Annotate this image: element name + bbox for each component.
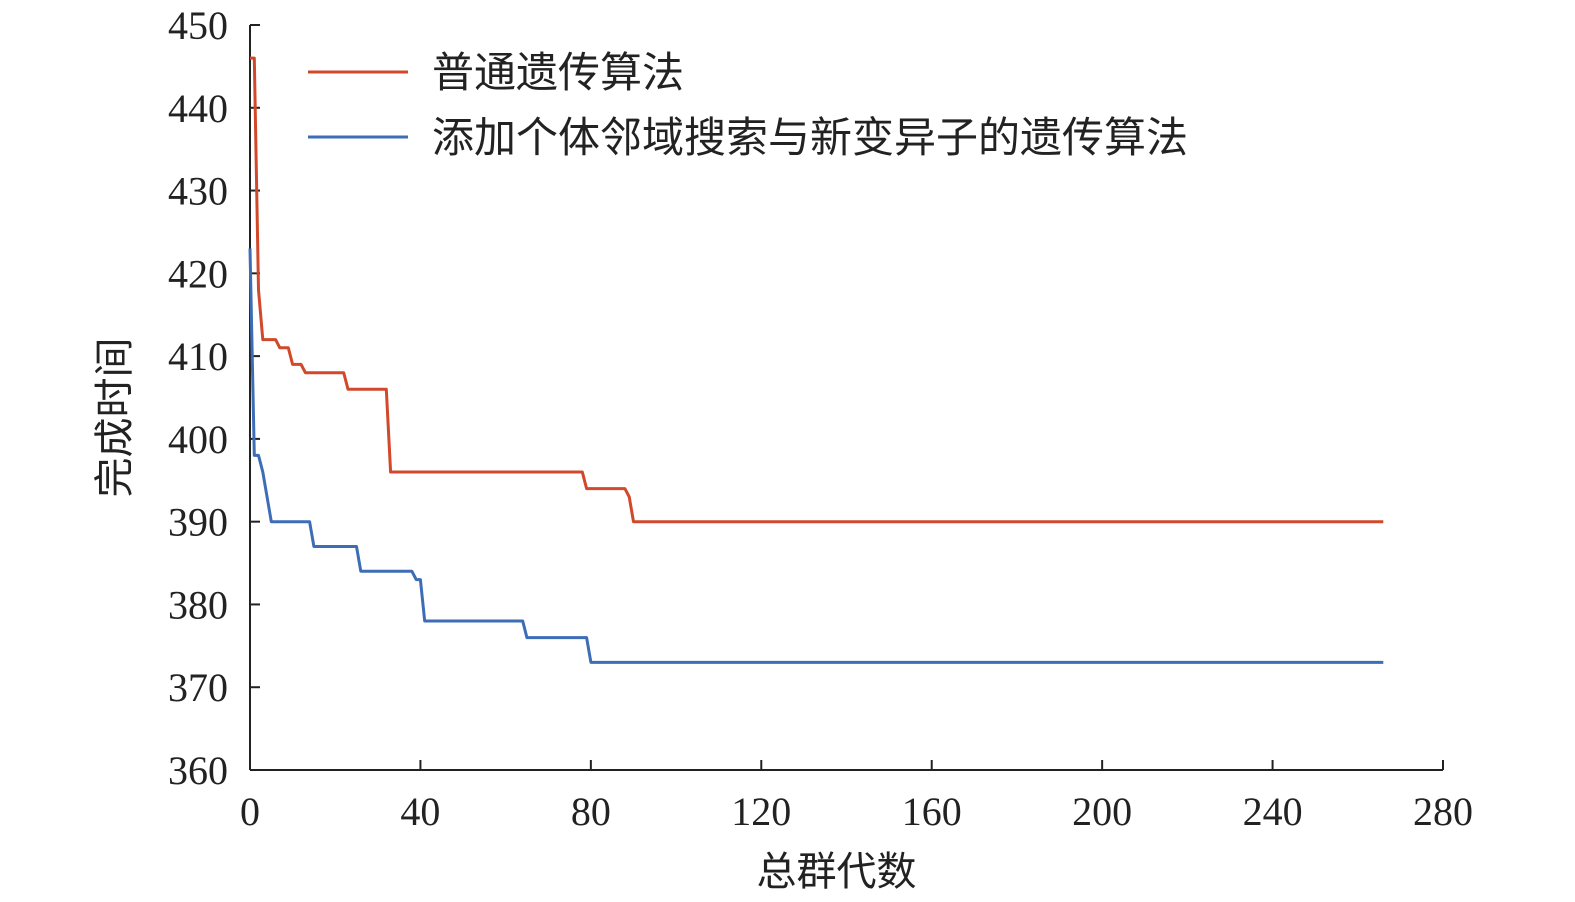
x-tick-label: 160: [902, 789, 962, 834]
y-tick-label: 450: [168, 3, 228, 48]
series-layer: [248, 56, 1384, 664]
x-tick-label: 280: [1413, 789, 1473, 834]
y-tick-label: 360: [168, 748, 228, 793]
y-tick-label: 390: [168, 500, 228, 545]
y-tick-label: 370: [168, 665, 228, 710]
legend-label-series-2: 添加个体邻域搜索与新变异子的遗传算法: [432, 113, 1188, 162]
legend-label-series-1: 普通遗传算法: [432, 48, 684, 97]
y-axis-title: 完成时间: [92, 338, 138, 498]
x-tick-label: 80: [571, 789, 611, 834]
x-tick-label: 240: [1243, 789, 1303, 834]
x-tick-label: 40: [400, 789, 440, 834]
y-tick-label: 440: [168, 86, 228, 131]
axes: 0 40 80 120 160 200 240 280 360 370 380 390 400 410 4…: [168, 3, 1473, 834]
legend: 普通遗传算法 添加个体邻域搜索与新变异子的遗传算法: [308, 48, 1188, 162]
y-tick-label: 410: [168, 334, 228, 379]
series-line-1: [250, 56, 1384, 524]
y-tick-label: 430: [168, 169, 228, 214]
x-tick-label: 120: [731, 789, 791, 834]
x-tick-label: 200: [1072, 789, 1132, 834]
y-tick-label: 400: [168, 417, 228, 462]
x-ticks: 0 40 80 120 160 200 240 280: [240, 760, 1473, 834]
series-line-2: [248, 248, 1384, 664]
y-tick-label: 420: [168, 251, 228, 296]
x-axis-title: 总群代数: [757, 849, 917, 895]
y-tick-label: 380: [168, 582, 228, 627]
x-tick-label: 0: [240, 789, 260, 834]
y-ticks: 360 370 380 390 400 410 420 430 440 450: [168, 3, 260, 793]
